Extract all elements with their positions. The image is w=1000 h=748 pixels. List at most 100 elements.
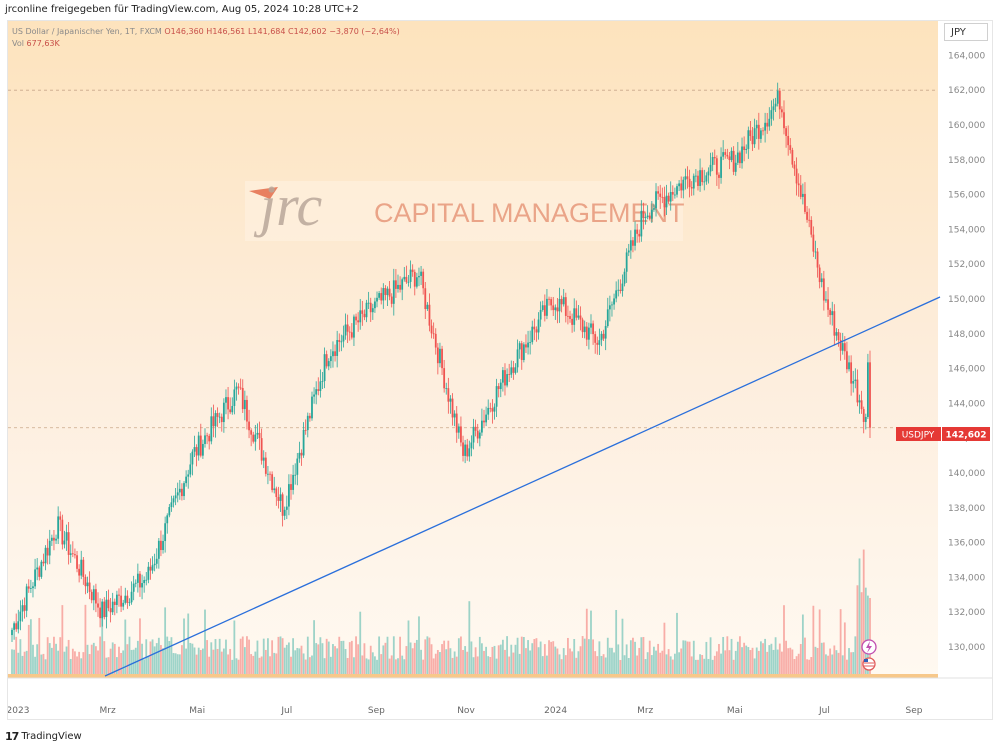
candle-body [552, 305, 555, 311]
candle-body [688, 178, 691, 188]
volume-bar [766, 651, 769, 674]
volume-bar [210, 642, 213, 674]
candle-body [178, 488, 181, 493]
volume-bar [340, 640, 343, 674]
volume-bar [153, 646, 156, 674]
volume-bar [810, 657, 813, 674]
candle-body [227, 397, 229, 410]
volume-bar [722, 636, 725, 674]
candle-body [252, 434, 255, 442]
volume-bar [319, 637, 322, 674]
volume-bar [204, 609, 206, 674]
watermark: jrc CAPITAL MANAGEMENT [245, 173, 685, 241]
candle-body [107, 599, 110, 609]
candle-body [139, 573, 141, 588]
candle-body [625, 252, 628, 272]
volume-bar [386, 636, 389, 674]
volume-bar [411, 648, 414, 674]
candle-body [460, 426, 462, 443]
chart-event-icons[interactable] [861, 639, 877, 671]
candle-body [361, 310, 364, 314]
candle-body [218, 416, 221, 418]
volume-bar [703, 658, 706, 674]
candle-body [118, 594, 120, 596]
volume-bar [69, 658, 72, 674]
candle-body [15, 623, 18, 630]
candle-body [665, 195, 668, 208]
volume-bar [65, 646, 68, 674]
time-axis-label: Mai [727, 706, 743, 716]
candle-body [317, 389, 320, 391]
volume-bar [640, 637, 643, 674]
volume-bar [659, 652, 662, 674]
candle-body [690, 187, 693, 189]
volume-bar [726, 636, 729, 674]
volume-bar [436, 650, 439, 674]
volume-bar [365, 658, 368, 674]
volume-bar [728, 650, 731, 674]
trendline-layer[interactable] [104, 296, 941, 677]
volume-bar [378, 636, 381, 674]
candle-body [747, 130, 750, 149]
candle-body [692, 175, 695, 189]
chart-legend: US Dollar / Japanischer Yen, 1T, FXCM O1… [12, 26, 400, 50]
volume-bar [831, 654, 834, 674]
legend-vol-label: Vol [12, 39, 24, 48]
currency-button[interactable]: JPY [944, 23, 988, 41]
volume-bar [80, 658, 83, 674]
volume-bar [464, 646, 467, 674]
candle-body [676, 186, 678, 195]
volume-bar [514, 644, 517, 674]
volume-bar [208, 656, 211, 674]
candle-body [705, 175, 708, 182]
candle-body [713, 156, 716, 159]
volume-bar [510, 644, 513, 674]
candle-body [449, 398, 452, 402]
candle-body [575, 308, 578, 318]
candle-body [288, 484, 290, 507]
candle-body [338, 340, 341, 342]
price-tag-value: 142,602 [946, 431, 987, 441]
volume-bar [61, 605, 64, 674]
volume-bar [617, 644, 620, 674]
candle-body [522, 344, 525, 360]
volume-bar [233, 620, 236, 674]
volume-bar [619, 659, 622, 674]
candle-body [776, 90, 779, 104]
legend-symbol-name: US Dollar / Japanischer Yen, 1T, FXCM [12, 27, 162, 36]
candle-body [525, 344, 527, 348]
volume-bar [432, 658, 435, 674]
candle-body [160, 540, 162, 551]
candle-body [548, 298, 550, 300]
candle-body [806, 211, 808, 220]
candle-body [181, 488, 183, 497]
candle-body [487, 407, 490, 415]
chart-panel[interactable]: jrc CAPITAL MANAGEMENT 164,000 162,000 160… [7, 20, 993, 720]
candle-body [126, 595, 129, 603]
candlestick-chart[interactable]: jrc CAPITAL MANAGEMENT 164,000 162,000 160… [8, 21, 993, 720]
volume-bar [674, 653, 676, 674]
volume-bar [338, 636, 341, 674]
candle-body [78, 568, 81, 576]
candle-body [632, 240, 634, 246]
candle-body [260, 438, 263, 461]
volume-bar [157, 637, 160, 674]
volume-bar [816, 647, 819, 674]
volume-bar [485, 646, 488, 674]
trendline[interactable] [104, 296, 941, 677]
candle-body [55, 538, 57, 541]
candle-body [787, 135, 790, 146]
volume-bar [332, 644, 334, 674]
price-tag-symbol: USDJPY [902, 431, 935, 441]
volume-bar [434, 653, 437, 674]
candle-body [453, 413, 456, 418]
candle-body [579, 315, 582, 320]
volume-bar [518, 653, 521, 674]
candle-body [516, 349, 519, 368]
volume-bar [852, 652, 855, 674]
candle-body [233, 389, 236, 406]
volume-bar [623, 655, 626, 674]
candle-body [229, 409, 232, 413]
volume-bar [237, 659, 240, 674]
candle-body [172, 498, 175, 503]
